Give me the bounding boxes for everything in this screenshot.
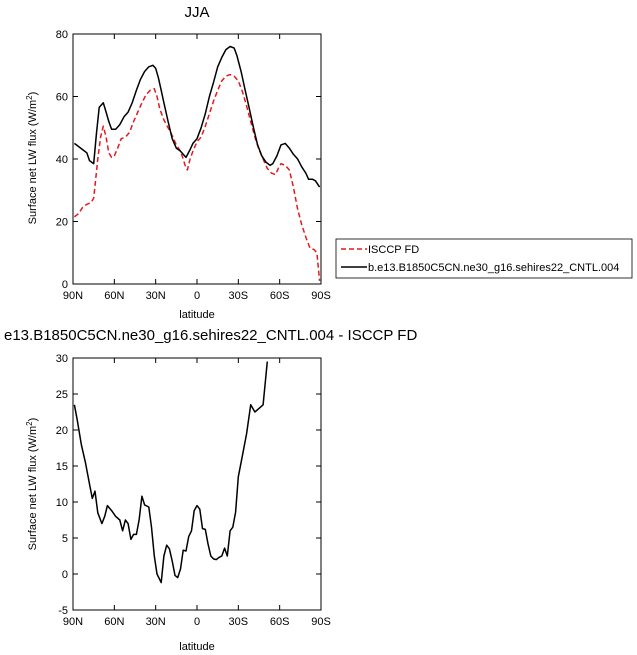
- top-y-tick-label: 40: [56, 154, 68, 166]
- bottom-x-axis-label: latitude: [179, 641, 214, 653]
- legend: ISCCP FD b.e13.B1850C5CN.ne30_g16.sehire…: [335, 238, 633, 279]
- top-x-axis-label: latitude: [179, 309, 214, 321]
- bottom-y-tick-label: -5: [58, 605, 68, 617]
- bottom-x-tick-label: 60N: [104, 616, 124, 628]
- top-y-tick-label: 80: [56, 29, 68, 41]
- top-x-tick-label: 90S: [311, 290, 331, 302]
- bottom-y-tick-label: 10: [56, 497, 68, 509]
- top-x-tick-label: 90N: [63, 290, 83, 302]
- bottom-x-tick-label: 30N: [146, 616, 166, 628]
- top-plot-frame: [72, 33, 322, 285]
- bottom-y-tick-label: 5: [62, 533, 68, 545]
- top-y-tick-label: 20: [56, 217, 68, 229]
- bottom-chart-title: e13.B1850C5CN.ne30_g16.sehires22_CNTL.00…: [4, 327, 417, 344]
- bottom-plot-frame: [72, 357, 322, 611]
- bottom-series-lines: [73, 361, 269, 584]
- bottom-y-tick-label: 0: [62, 569, 68, 581]
- bottom-series-line-1: [73, 361, 269, 584]
- bottom-x-tick-label: 0: [194, 616, 200, 628]
- bottom-y-tick-label: 25: [56, 389, 68, 401]
- bottom-y-tick-label: 15: [56, 461, 68, 473]
- legend-label-model: b.e13.B1850C5CN.ne30_g16.sehires22_CNTL.…: [368, 262, 619, 274]
- top-series-line-1: [73, 73, 321, 281]
- top-panel: JJA Surface net LW flux (W/m2) latitude …: [25, 4, 331, 321]
- bottom-ticks: 90N 60N 30N 0 30S 60S 90S -5 0 5 10 15 20 25 30: [56, 353, 331, 628]
- top-x-tick-label: 60S: [270, 290, 290, 302]
- top-series-lines: [73, 45, 321, 281]
- top-chart-title: JJA: [184, 4, 209, 21]
- bottom-x-tick-label: 90S: [311, 616, 331, 628]
- top-series-line-2: [73, 45, 321, 188]
- top-x-tick-label: 30S: [229, 290, 249, 302]
- top-ticks: 90N 60N 30N 0 30S 60S 90S 0 20 40 60 80: [56, 29, 331, 302]
- bottom-x-tick-label: 30S: [229, 616, 249, 628]
- bottom-y-axis-label: Surface net LW flux (W/m2): [25, 418, 39, 551]
- bottom-y-tick-label: 20: [56, 425, 68, 437]
- top-y-tick-label: 0: [62, 279, 68, 291]
- bottom-y-tick-label: 30: [56, 353, 68, 365]
- top-y-tick-label: 60: [56, 92, 68, 104]
- top-x-tick-label: 30N: [146, 290, 166, 302]
- bottom-x-tick-label: 60S: [270, 616, 290, 628]
- legend-box: [335, 238, 633, 279]
- bottom-x-tick-label: 90N: [63, 616, 83, 628]
- legend-label-isccp: ISCCP FD: [368, 244, 419, 256]
- top-x-tick-label: 60N: [104, 290, 124, 302]
- top-x-tick-label: 0: [194, 290, 200, 302]
- top-y-axis-label: Surface net LW flux (W/m2): [25, 92, 39, 225]
- bottom-panel: e13.B1850C5CN.ne30_g16.sehires22_CNTL.00…: [4, 327, 417, 653]
